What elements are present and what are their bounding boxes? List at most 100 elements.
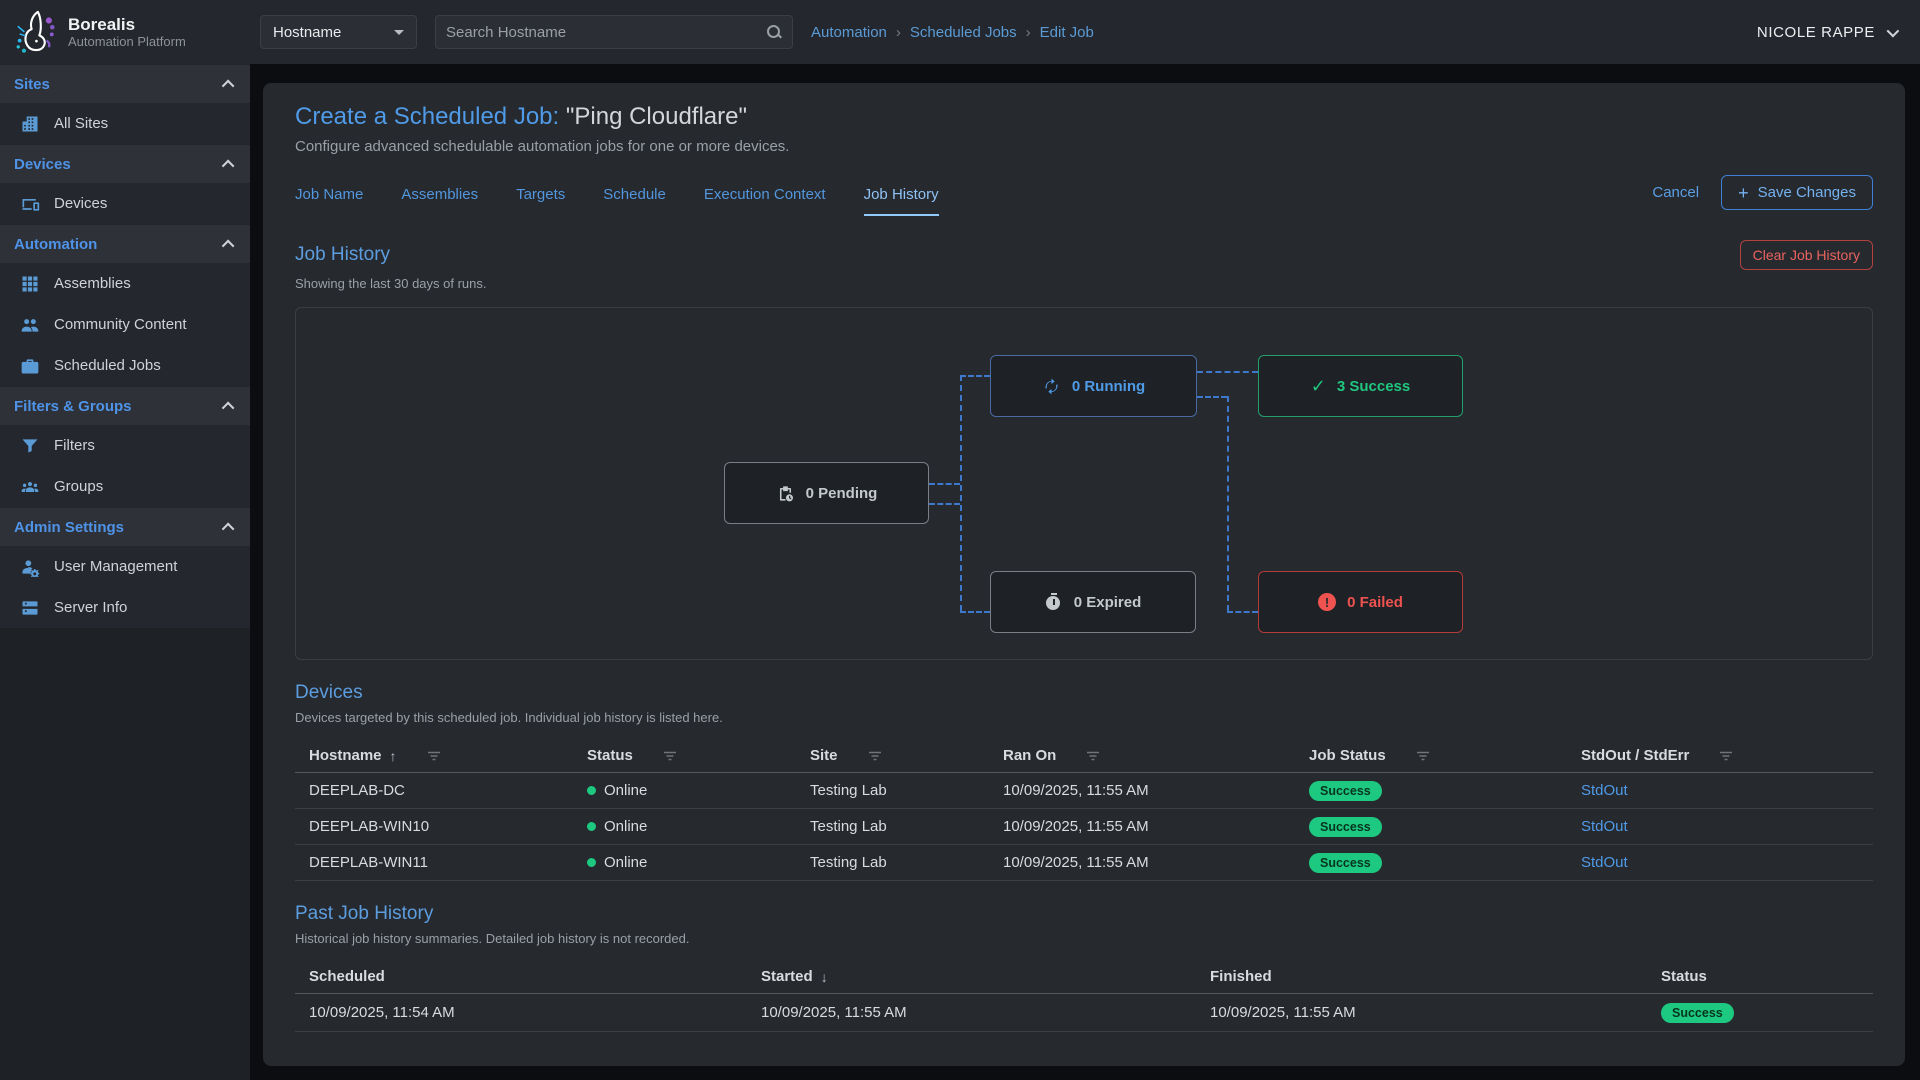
- tab-job-name[interactable]: Job Name: [295, 186, 363, 216]
- user-menu[interactable]: NICOLE RAPPE: [1757, 24, 1896, 41]
- job-status-flow-diagram: 0 Pending 0 Running ✓ 3 Success 0 Expire…: [295, 307, 1873, 660]
- col-status[interactable]: Status: [1647, 968, 1873, 985]
- col-scheduled[interactable]: Scheduled: [295, 968, 747, 985]
- chevron-up-icon: [222, 239, 235, 252]
- breadcrumb-edit-job[interactable]: Edit Job: [1040, 24, 1094, 41]
- status-cell: Online: [573, 854, 796, 871]
- site-cell: Testing Lab: [796, 818, 989, 835]
- past-job-history-heading: Past Job History: [295, 903, 1873, 925]
- column-filter-icon[interactable]: [663, 750, 677, 762]
- tab-job-history[interactable]: Job History: [864, 186, 939, 216]
- column-filter-icon[interactable]: [868, 750, 882, 762]
- search-hostname-input[interactable]: [446, 24, 766, 41]
- status-badge: Success: [1661, 1003, 1734, 1023]
- column-filter-icon[interactable]: [1416, 750, 1430, 762]
- col-site[interactable]: Site: [796, 747, 989, 764]
- breadcrumb-separator-icon: ›: [1026, 24, 1031, 41]
- devices-icon: [20, 194, 40, 214]
- success-status-box: ✓ 3 Success: [1258, 355, 1463, 417]
- hostname-cell: DEEPLAB-WIN11: [295, 854, 573, 871]
- sidebar-item-community-content[interactable]: Community Content: [0, 304, 250, 345]
- started-cell: 10/09/2025, 11:55 AM: [747, 1004, 1196, 1021]
- col-finished[interactable]: Finished: [1196, 968, 1647, 985]
- col-hostname[interactable]: Hostname ↑: [295, 747, 573, 764]
- pending-status-box: 0 Pending: [724, 462, 929, 524]
- sidebar-section-automation[interactable]: Automation: [0, 224, 250, 263]
- job-history-subtitle: Showing the last 30 days of runs.: [295, 276, 1873, 291]
- brand-subtitle: Automation Platform: [68, 34, 186, 49]
- stdout-cell: StdOut: [1567, 854, 1873, 871]
- column-filter-icon[interactable]: [427, 750, 441, 762]
- sidebar-section-sites[interactable]: Sites: [0, 64, 250, 103]
- breadcrumb-separator-icon: ›: [896, 24, 901, 41]
- stdout-link[interactable]: StdOut: [1581, 818, 1628, 835]
- sidebar-section-filters-groups[interactable]: Filters & Groups: [0, 386, 250, 425]
- devices-heading: Devices: [295, 682, 1873, 704]
- breadcrumb: Automation › Scheduled Jobs › Edit Job: [811, 24, 1094, 41]
- user-gear-icon: [20, 557, 40, 577]
- status-cell: Online: [573, 782, 796, 799]
- expired-status-box: 0 Expired: [990, 571, 1196, 633]
- sidebar-section-admin-settings[interactable]: Admin Settings: [0, 507, 250, 546]
- breadcrumb-scheduled-jobs[interactable]: Scheduled Jobs: [910, 24, 1017, 41]
- sidebar-item-groups[interactable]: Groups: [0, 466, 250, 507]
- hostname-cell: DEEPLAB-DC: [295, 782, 573, 799]
- site-cell: Testing Lab: [796, 854, 989, 871]
- stdout-cell: StdOut: [1567, 818, 1873, 835]
- grid-icon: [20, 274, 40, 294]
- sidebar-item-scheduled-jobs[interactable]: Scheduled Jobs: [0, 345, 250, 386]
- ran-on-cell: 10/09/2025, 11:55 AM: [989, 854, 1295, 871]
- sidebar-item-filters[interactable]: Filters: [0, 425, 250, 466]
- tab-schedule[interactable]: Schedule: [603, 186, 666, 216]
- stdout-cell: StdOut: [1567, 782, 1873, 799]
- people-icon: [20, 315, 40, 335]
- tab-targets[interactable]: Targets: [516, 186, 565, 216]
- cancel-button[interactable]: Cancel: [1652, 184, 1699, 201]
- chevron-up-icon: [222, 79, 235, 92]
- breadcrumb-automation[interactable]: Automation: [811, 24, 887, 41]
- online-dot-icon: [587, 786, 596, 795]
- online-dot-icon: [587, 858, 596, 867]
- sidebar-item-all-sites[interactable]: All Sites: [0, 103, 250, 144]
- page-background: Create a Scheduled Job: "Ping Cloudflare…: [250, 64, 1920, 1080]
- ran-on-cell: 10/09/2025, 11:55 AM: [989, 818, 1295, 835]
- col-started[interactable]: Started ↓: [747, 968, 1196, 985]
- col-job-status[interactable]: Job Status: [1295, 747, 1567, 764]
- hostname-cell: DEEPLAB-WIN10: [295, 818, 573, 835]
- column-filter-icon[interactable]: [1086, 750, 1100, 762]
- job-status-cell: Success: [1295, 781, 1567, 801]
- stdout-link[interactable]: StdOut: [1581, 854, 1628, 871]
- groups-icon: [20, 477, 40, 497]
- stdout-link[interactable]: StdOut: [1581, 782, 1628, 799]
- check-icon: ✓: [1311, 376, 1326, 397]
- devices-table: Hostname ↑ Status Site Ran On: [295, 739, 1873, 881]
- search-hostname-box[interactable]: [435, 15, 793, 49]
- sidebar-item-assemblies[interactable]: Assemblies: [0, 263, 250, 304]
- status-cell: Online: [573, 818, 796, 835]
- tab-assemblies[interactable]: Assemblies: [401, 186, 478, 216]
- sort-asc-icon: ↑: [390, 748, 397, 764]
- save-changes-button[interactable]: + Save Changes: [1721, 175, 1873, 210]
- col-status[interactable]: Status: [573, 747, 796, 764]
- hostname-select[interactable]: Hostname: [260, 15, 417, 49]
- sidebar-section-devices[interactable]: Devices: [0, 144, 250, 183]
- column-filter-icon[interactable]: [1719, 750, 1733, 762]
- scheduled-cell: 10/09/2025, 11:54 AM: [295, 1004, 747, 1021]
- clear-job-history-button[interactable]: Clear Job History: [1740, 240, 1873, 270]
- table-row: 10/09/2025, 11:54 AM 10/09/2025, 11:55 A…: [295, 994, 1873, 1032]
- sidebar-item-server-info[interactable]: Server Info: [0, 587, 250, 628]
- topbar: Borealis Automation Platform Hostname Au…: [0, 0, 1920, 64]
- table-row: DEEPLAB-DC Online Testing Lab 10/09/2025…: [295, 773, 1873, 809]
- tab-execution-context[interactable]: Execution Context: [704, 186, 826, 216]
- brand: Borealis Automation Platform: [0, 9, 250, 55]
- ran-on-cell: 10/09/2025, 11:55 AM: [989, 782, 1295, 799]
- sidebar-item-user-management[interactable]: User Management: [0, 546, 250, 587]
- page-title: Create a Scheduled Job: "Ping Cloudflare…: [295, 103, 1873, 131]
- col-ran-on[interactable]: Ran On: [989, 747, 1295, 764]
- page-subtitle: Configure advanced schedulable automatio…: [295, 138, 1873, 155]
- col-stdout-stderr[interactable]: StdOut / StdErr: [1567, 747, 1873, 764]
- running-status-box: 0 Running: [990, 355, 1197, 417]
- sidebar-item-devices[interactable]: Devices: [0, 183, 250, 224]
- status-badge: Success: [1309, 817, 1382, 837]
- caret-down-icon: [394, 30, 404, 35]
